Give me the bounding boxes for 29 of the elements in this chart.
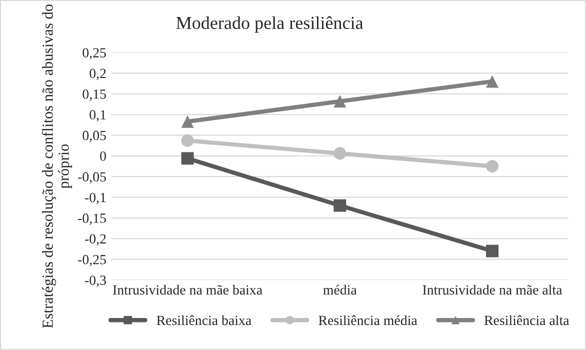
y-tick-label: 0,15	[82, 89, 106, 101]
legend-label: Resiliência alta	[484, 315, 570, 326]
y-tick-label: 0	[100, 151, 106, 161]
chart-title: Moderado pela resiliência	[176, 16, 364, 33]
y-axis-title: Estratégias de resolução de conflitos não abusivas do próprio	[42, 4, 72, 328]
point	[334, 147, 346, 160]
point	[181, 115, 194, 128]
y-tick-label: -0,1	[85, 192, 106, 204]
point	[486, 160, 498, 172]
y-tick-label: -0,05	[78, 172, 106, 184]
y-tick-label: -0,3	[85, 276, 106, 287]
y-tick-label: 0,25	[82, 48, 106, 60]
y-tick-label: -0,25	[78, 254, 106, 266]
legend-label: Resiliência baixa	[156, 315, 252, 326]
point	[334, 199, 346, 212]
y-tick-label: 0,1	[90, 110, 106, 122]
point	[486, 75, 498, 88]
y-tick-label: 0,2	[90, 68, 106, 80]
y-tick-label: -0,2	[85, 234, 106, 246]
x-tick-label: média	[323, 284, 357, 295]
x-tick-label: Intrusividade na mãe alta	[422, 284, 562, 295]
legend-label: Resiliência média	[318, 315, 418, 326]
y-tick-label: 0,05	[82, 130, 106, 142]
point	[181, 152, 194, 165]
point	[486, 244, 498, 258]
point	[181, 134, 194, 147]
y-tick-label: -0,15	[78, 214, 106, 225]
x-tick-label: Intrusividade na mãe baixa	[113, 284, 262, 295]
point	[334, 95, 346, 108]
